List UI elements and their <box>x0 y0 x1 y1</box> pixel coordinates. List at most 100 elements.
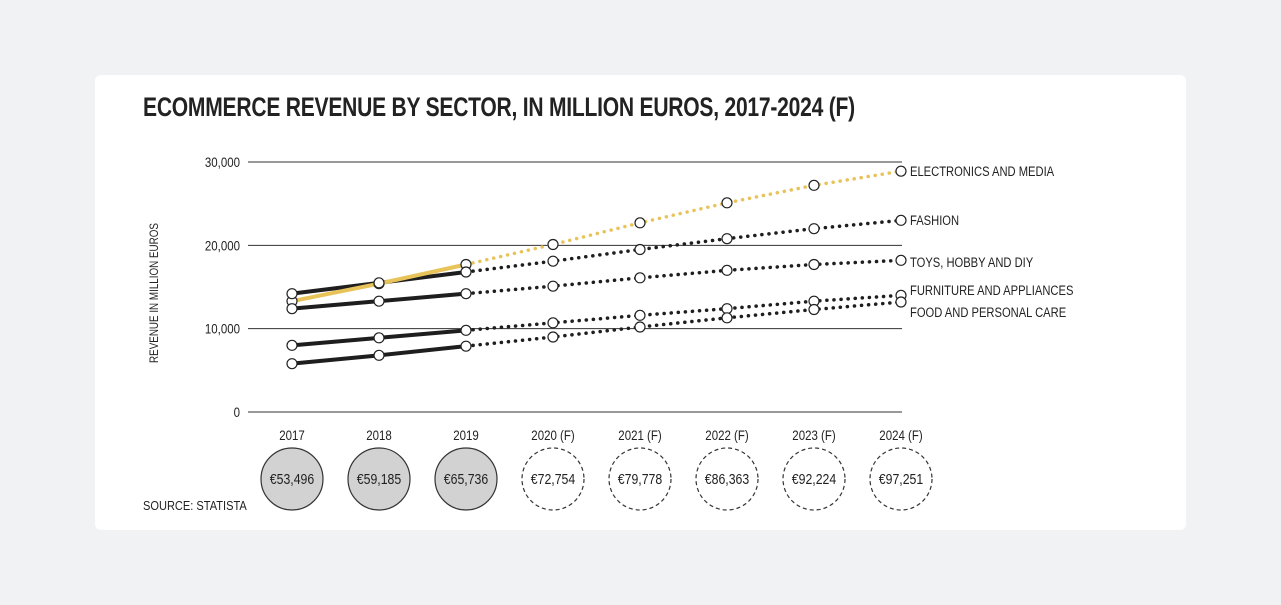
total-value-label: €72,754 <box>531 471 576 487</box>
series-line-forecast <box>464 293 903 333</box>
data-point <box>547 280 559 292</box>
data-point <box>721 312 733 324</box>
data-point <box>460 266 472 278</box>
gridlines <box>248 161 902 413</box>
series-label-text: FASHION <box>910 213 959 228</box>
total-circle <box>782 447 846 511</box>
data-point <box>547 331 559 343</box>
data-point <box>808 179 820 191</box>
total-circle <box>608 447 672 511</box>
x-tick: 2017 <box>279 427 305 443</box>
y-tick-label: 10,000 <box>205 321 240 337</box>
x-tick-label: 2019 <box>453 427 479 443</box>
y-tick: 10,000 <box>205 321 240 337</box>
series-line-forecast <box>464 169 903 267</box>
data-point <box>373 332 385 344</box>
series-label-text: FURNITURE AND APPLIANCES <box>910 283 1073 298</box>
data-point <box>373 295 385 307</box>
total-value-label: €97,251 <box>879 471 923 487</box>
y-tick-label: 20,000 <box>205 237 240 253</box>
series-points <box>286 165 907 370</box>
total-value-label: €53,496 <box>270 471 315 487</box>
data-point <box>808 258 820 271</box>
total-value: €86,363 <box>705 471 750 487</box>
data-point <box>634 272 646 284</box>
x-tick: 2024 (F) <box>879 427 922 443</box>
total-circles: €53,496 €59,185 €65,736 €72,754 €79,778 €86,3… <box>260 447 933 511</box>
data-point <box>373 349 385 361</box>
x-tick: 2022 (F) <box>705 427 748 443</box>
y-tick: 0 <box>234 404 240 420</box>
data-point <box>547 255 559 267</box>
x-tick-label: 2018 <box>366 427 392 443</box>
x-tick-label: 2024 (F) <box>879 427 922 443</box>
total-value-label: €59,185 <box>357 471 402 487</box>
y-tick-label: 0 <box>234 404 240 420</box>
total-value: €79,778 <box>618 471 663 487</box>
data-point <box>721 233 733 245</box>
total-value: €92,224 <box>792 471 837 487</box>
x-tick: 2020 (F) <box>531 427 574 443</box>
x-tick: 2018 <box>366 427 392 443</box>
data-point <box>634 217 646 229</box>
data-point <box>286 358 298 370</box>
total-value: €72,754 <box>531 471 576 487</box>
total-circle <box>434 447 498 511</box>
total-value: €59,185 <box>357 471 402 487</box>
total-value-label: €86,363 <box>705 471 750 487</box>
total-value-label: €79,778 <box>618 471 663 487</box>
series-label: TOYS, HOBBY AND DIY <box>910 255 1034 270</box>
x-axis-ticks: 2017 2018 2019 2020 (F) 2021 (F) 2022 (F) 2023… <box>279 427 922 443</box>
data-point <box>721 264 733 276</box>
data-point <box>460 340 472 352</box>
data-point <box>895 254 907 266</box>
data-point <box>721 303 733 315</box>
total-circle <box>260 447 324 511</box>
total-circle <box>347 447 411 511</box>
data-point <box>286 288 298 300</box>
x-tick-label: 2020 (F) <box>531 427 574 443</box>
source-note: SOURCE: STATISTA <box>143 498 247 513</box>
series-label: ELECTRONICS AND MEDIA <box>910 164 1055 179</box>
data-point <box>547 238 559 251</box>
data-point <box>286 303 298 315</box>
y-axis-ticks: 0 10,000 20,000 30,000 <box>205 154 240 420</box>
total-value: €97,251 <box>879 471 923 487</box>
data-point <box>895 165 907 177</box>
y-tick: 20,000 <box>205 237 240 253</box>
y-axis-label: REVENUE IN MILLION EUROS <box>148 223 161 363</box>
data-point <box>373 277 385 289</box>
series-label-text: TOYS, HOBBY AND DIY <box>910 255 1034 270</box>
data-point <box>286 339 298 351</box>
x-tick: 2023 (F) <box>792 427 835 443</box>
y-tick-label: 30,000 <box>205 154 240 170</box>
data-point <box>634 309 646 321</box>
total-value-label: €65,736 <box>444 471 489 487</box>
series-label: FASHION <box>910 213 959 228</box>
total-value: €65,736 <box>444 471 489 487</box>
series-line-forecast <box>464 218 903 274</box>
total-circle <box>695 447 759 511</box>
data-point <box>895 214 907 226</box>
y-tick: 30,000 <box>205 154 240 170</box>
x-tick-label: 2021 (F) <box>618 427 661 443</box>
data-point <box>634 243 646 256</box>
series-line-forecast <box>464 258 903 296</box>
series-label: FOOD AND PERSONAL CARE <box>910 305 1066 320</box>
data-point <box>808 303 820 316</box>
total-circle <box>521 447 585 511</box>
x-tick: 2019 <box>453 427 479 443</box>
x-tick-label: 2017 <box>279 427 305 443</box>
data-point <box>460 288 472 300</box>
chart-title: ECOMMERCE REVENUE BY SECTOR, IN MILLION … <box>143 92 855 122</box>
x-tick-label: 2023 (F) <box>792 427 835 443</box>
total-value: €53,496 <box>270 471 315 487</box>
series-label-text: ELECTRONICS AND MEDIA <box>910 164 1055 179</box>
series-label: FURNITURE AND APPLIANCES <box>910 283 1073 298</box>
data-point <box>634 321 646 333</box>
data-point <box>895 296 907 308</box>
x-tick-label: 2022 (F) <box>705 427 748 443</box>
data-point <box>721 197 733 209</box>
data-point <box>460 324 472 336</box>
